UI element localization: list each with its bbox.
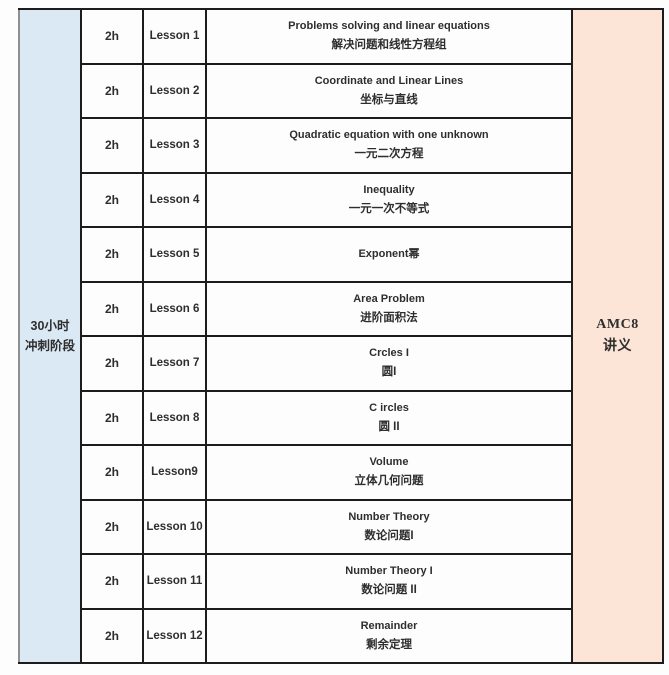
table-row: 2h Lesson 12 Remainder 剩余定理 — [19, 607, 663, 664]
lesson-number-cell: Lesson 5 — [142, 226, 207, 283]
lesson-title-cell: Volume 立体几何问题 — [205, 444, 573, 501]
lesson-title-zh: 进阶面积法 — [360, 311, 418, 324]
duration-cell: 2h — [80, 226, 144, 283]
lesson-number-cell: Lesson 12 — [142, 607, 207, 664]
lesson-title-zh: 一元一次不等式 — [348, 202, 430, 215]
lesson-title-en: Exponent幂 — [358, 248, 420, 261]
course-schedule-table: 30小时冲刺阶段 2h Lesson 1 Problems solving an… — [18, 8, 664, 664]
duration-cell: 2h — [80, 8, 144, 65]
table-body: 30小时冲刺阶段 2h Lesson 1 Problems solving an… — [18, 8, 664, 664]
lesson-number-cell: Lesson 1 — [142, 8, 207, 65]
table-row: 2h Lesson 2 Coordinate and Linear Lines … — [19, 62, 663, 119]
duration-cell: 2h — [80, 171, 144, 228]
material-header-cell: AMC8 讲义 — [571, 8, 664, 664]
lesson-title-cell: Exponent幂 — [205, 226, 573, 283]
table-row: 2h Lesson9 Volume 立体几何问题 — [19, 444, 663, 501]
lesson-title-zh: 圆I — [381, 366, 397, 379]
lesson-number-cell: Lesson 8 — [142, 389, 207, 446]
lesson-title-en: Crcles I — [369, 347, 409, 360]
table-row: 2h Lesson 10 Number Theory 数论问题I — [19, 498, 663, 555]
lesson-title-cell: Inequality 一元一次不等式 — [205, 171, 573, 228]
lesson-number-cell: Lesson 3 — [142, 117, 207, 174]
lesson-title-zh: 圆 II — [378, 420, 400, 433]
lesson-title-cell: Crcles I 圆I — [205, 335, 573, 392]
table-row: 2h Lesson 6 Area Problem 进阶面积法 — [19, 280, 663, 337]
lesson-number-cell: Lesson 10 — [142, 498, 207, 555]
lesson-number-cell: Lesson 2 — [142, 62, 207, 119]
lesson-title-zh: 数论问题 II — [361, 584, 417, 597]
lesson-number-cell: Lesson9 — [142, 444, 207, 501]
table-row: 2h Lesson 7 Crcles I 圆I — [19, 335, 663, 392]
lesson-title-en: Coordinate and Linear Lines — [314, 74, 464, 87]
lesson-title-zh: 立体几何问题 — [354, 475, 424, 488]
duration-cell: 2h — [80, 553, 144, 610]
duration-cell: 2h — [80, 389, 144, 446]
lesson-title-en: Area Problem — [353, 292, 425, 305]
lesson-title-cell: Area Problem 进阶面积法 — [205, 280, 573, 337]
lesson-number-cell: Lesson 6 — [142, 280, 207, 337]
table-row: 30小时冲刺阶段 2h Lesson 1 Problems solving an… — [18, 8, 664, 664]
lesson-number-cell: Lesson 11 — [142, 553, 207, 610]
duration-cell: 2h — [80, 498, 144, 555]
lesson-title-zh: 一元二次方程 — [354, 148, 424, 161]
lesson-title-cell: Coordinate and Linear Lines 坐标与直线 — [205, 62, 573, 119]
lesson-number-cell: Lesson 7 — [142, 335, 207, 392]
lesson-title-cell: Quadratic equation with one unknown 一元二次… — [205, 117, 573, 174]
duration-cell: 2h — [80, 62, 144, 119]
table-row: 2h Lesson 4 Inequality 一元一次不等式 — [19, 171, 663, 228]
stage-hours-label: 30小时 — [30, 319, 70, 333]
lesson-title-cell: Number Theory I 数论问题 II — [205, 553, 573, 610]
lesson-title-cell: C ircles 圆 II — [205, 389, 573, 446]
lesson-title-zh: 数论问题I — [364, 529, 414, 542]
duration-cell: 2h — [80, 335, 144, 392]
duration-cell: 2h — [80, 607, 144, 664]
stage-name-label: 冲刺阶段 — [24, 339, 75, 353]
lesson-title-zh: 剩余定理 — [366, 638, 412, 651]
table-row: 2h Lesson 3 Quadratic equation with one … — [19, 117, 663, 174]
lesson-number-cell: Lesson 4 — [142, 171, 207, 228]
duration-cell: 2h — [80, 280, 144, 337]
duration-cell: 2h — [80, 444, 144, 501]
stage-header-cell: 30小时冲刺阶段 — [18, 8, 82, 664]
lesson-title-cell: Number Theory 数论问题I — [205, 498, 573, 555]
lesson-title-en: Quadratic equation with one unknown — [289, 129, 489, 142]
lesson-title-cell: Problems solving and linear equations 解决… — [205, 8, 573, 65]
material-type-label: 讲义 — [603, 339, 632, 354]
lesson-title-en: Remainder — [360, 619, 418, 632]
lesson-title-en: Number Theory I — [345, 565, 433, 578]
lesson-title-en: Number Theory — [348, 510, 430, 523]
lesson-title-en: C ircles — [369, 401, 409, 414]
duration-cell: 2h — [80, 117, 144, 174]
lesson-title-zh: 坐标与直线 — [360, 93, 418, 106]
lesson-title-zh: 解决问题和线性方程组 — [331, 39, 447, 52]
lesson-title-en: Problems solving and linear equations — [288, 20, 490, 33]
lesson-title-en: Inequality — [363, 183, 415, 196]
table-row: 2h Lesson 8 C ircles 圆 II — [19, 389, 663, 446]
table-row: 2h Lesson 11 Number Theory I 数论问题 II — [19, 553, 663, 610]
lesson-title-en: Volume — [369, 456, 409, 469]
lesson-title-cell: Remainder 剩余定理 — [205, 607, 573, 664]
material-name-label: AMC8 — [596, 317, 639, 333]
table-row: 2h Lesson 5 Exponent幂 — [19, 226, 663, 283]
